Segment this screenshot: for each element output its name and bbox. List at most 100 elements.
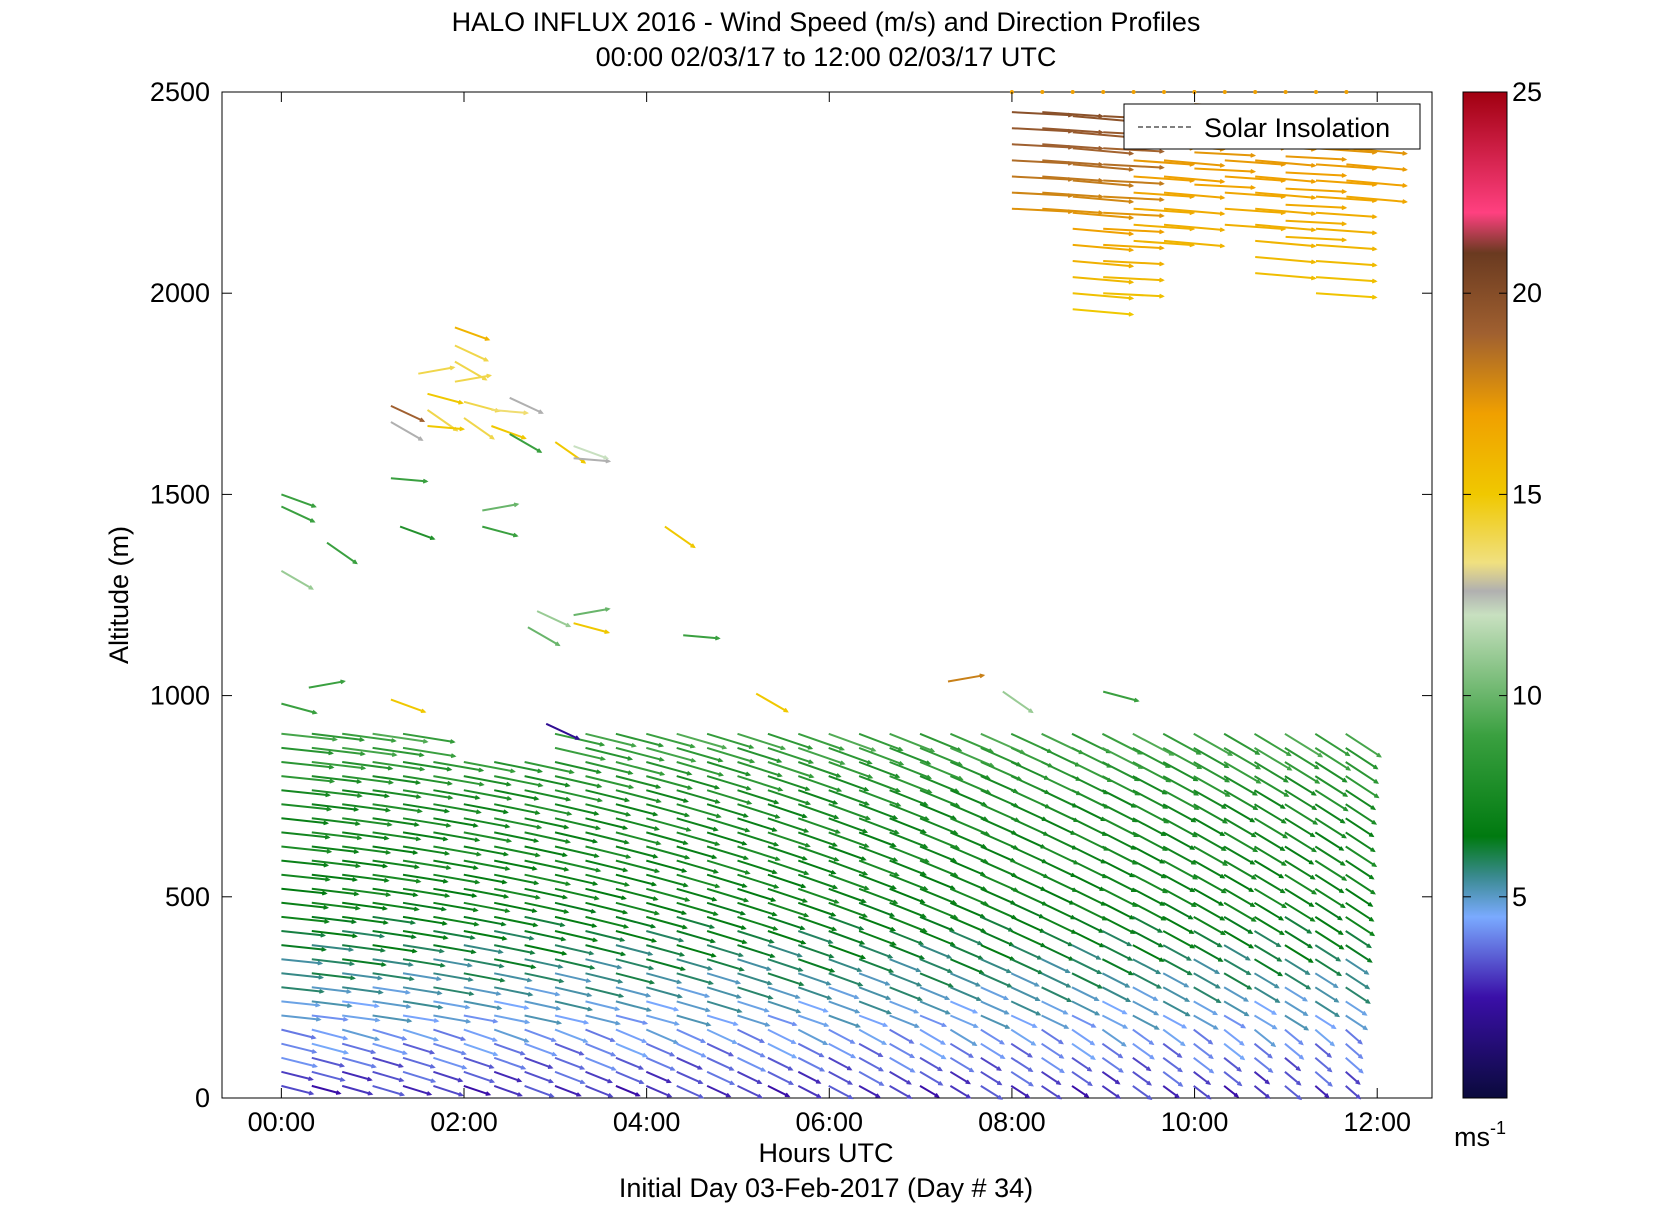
wind-arrow xyxy=(767,746,813,764)
wind-arrow xyxy=(1285,203,1346,209)
wind-arrow xyxy=(1101,1042,1123,1059)
wind-arrow xyxy=(433,901,478,912)
wind-arrow-head xyxy=(808,773,815,779)
wind-arrow-head xyxy=(968,1053,974,1058)
wind-arrow-head xyxy=(445,865,452,871)
wind-arrow xyxy=(1223,958,1251,976)
wind-arrow xyxy=(706,775,751,791)
wind-arrow-dot xyxy=(1101,90,1106,94)
wind-arrow-head xyxy=(891,884,897,890)
wind-arrow xyxy=(889,831,928,849)
wind-arrow-head xyxy=(323,862,330,868)
wind-arrow-head xyxy=(854,994,860,1000)
wind-arrow xyxy=(1162,944,1191,961)
wind-arrow-head xyxy=(682,840,689,846)
wind-arrow-head xyxy=(788,1066,794,1071)
wind-arrow-head xyxy=(335,1090,342,1095)
wind-arrow-head xyxy=(504,866,511,871)
wind-arrow xyxy=(1010,1000,1041,1016)
wind-arrow xyxy=(980,1014,1010,1029)
wind-arrow xyxy=(645,1056,675,1071)
wind-arrow xyxy=(737,775,783,792)
wind-arrow-head xyxy=(600,756,607,761)
wind-arrow xyxy=(1194,167,1255,173)
wind-arrow xyxy=(585,1056,616,1071)
wind-arrow xyxy=(950,944,983,960)
wind-arrow xyxy=(281,1028,316,1039)
wind-arrow xyxy=(1041,930,1073,947)
wind-arrow xyxy=(1132,789,1168,809)
wind-arrow xyxy=(737,761,782,777)
wind-arrow xyxy=(1010,1085,1030,1099)
wind-arrow xyxy=(950,803,988,821)
wind-arrow xyxy=(1284,1000,1308,1016)
wind-arrow-head xyxy=(353,891,360,897)
wind-arrow xyxy=(1162,916,1194,934)
wind-arrow xyxy=(524,1084,554,1098)
wind-arrow-head xyxy=(832,842,838,847)
wind-arrow xyxy=(1162,930,1195,949)
wind-arrow-head xyxy=(906,1079,912,1085)
wind-arrow-head xyxy=(1007,983,1013,988)
wind-arrow-head xyxy=(741,840,748,846)
wind-arrow-head xyxy=(537,768,543,774)
wind-arrow xyxy=(372,1084,404,1096)
wind-arrow xyxy=(737,817,777,832)
wind-arrow-head xyxy=(805,800,812,806)
wind-arrow-head xyxy=(1126,941,1133,947)
wind-arrow xyxy=(949,1042,974,1058)
wind-arrow-head xyxy=(619,937,626,942)
wind-arrow-head xyxy=(473,865,479,871)
wind-arrow-head xyxy=(1091,1023,1097,1028)
wind-arrow xyxy=(372,746,424,757)
wind-arrow-head xyxy=(1310,211,1317,217)
wind-arrow xyxy=(1041,831,1077,850)
wind-arrow xyxy=(1223,831,1258,853)
wind-arrow-head xyxy=(1270,1041,1277,1048)
wind-arrow xyxy=(980,986,1008,1001)
wind-arrow-head xyxy=(701,1052,707,1058)
wind-arrow xyxy=(646,958,685,971)
wind-arrow xyxy=(646,873,688,887)
wind-arrow xyxy=(1132,1085,1152,1100)
wind-arrow xyxy=(1071,1056,1092,1072)
wind-arrow xyxy=(706,789,751,805)
wind-arrow-head xyxy=(458,1091,464,1097)
wind-arrow-head xyxy=(697,1079,704,1085)
wind-arrow-dot xyxy=(1162,90,1166,94)
wind-arrow xyxy=(676,761,723,777)
wind-arrow-head xyxy=(418,752,425,758)
wind-arrow-head xyxy=(1310,162,1317,168)
wind-arrow-head xyxy=(1246,985,1253,990)
wind-arrow-head xyxy=(1028,1067,1034,1073)
wind-arrow-head xyxy=(1207,1039,1214,1045)
wind-arrow xyxy=(311,803,358,811)
wind-arrow-head xyxy=(349,961,356,967)
x-tick-label: 08:00 xyxy=(978,1107,1046,1137)
wind-arrow-head xyxy=(680,966,686,972)
wind-arrow-head xyxy=(1254,750,1261,755)
wind-arrow-head xyxy=(579,1065,586,1070)
wind-arrow xyxy=(1314,859,1347,881)
wind-arrow-head xyxy=(586,992,593,998)
wind-arrow-head xyxy=(1056,1094,1062,1100)
wind-arrow xyxy=(919,789,960,808)
wind-arrow-head xyxy=(1296,1095,1303,1101)
wind-arrow xyxy=(402,915,447,925)
wind-arrow xyxy=(1162,747,1202,770)
wind-arrow xyxy=(828,1085,853,1100)
wind-arrow-head xyxy=(523,1038,530,1043)
wind-arrow xyxy=(950,775,991,794)
wind-arrow-head xyxy=(757,1093,763,1099)
wind-arrow-head xyxy=(1342,777,1348,783)
wind-arrow-head xyxy=(460,1036,467,1041)
wind-arrow-head xyxy=(1307,943,1314,949)
wind-arrow xyxy=(463,915,506,926)
wind-arrow-head xyxy=(877,1052,884,1058)
wind-arrow xyxy=(1285,171,1346,177)
wind-arrow xyxy=(1284,887,1314,907)
wind-arrow xyxy=(427,392,463,405)
wind-arrow xyxy=(767,1070,793,1085)
wind-arrow-head xyxy=(346,1003,353,1009)
